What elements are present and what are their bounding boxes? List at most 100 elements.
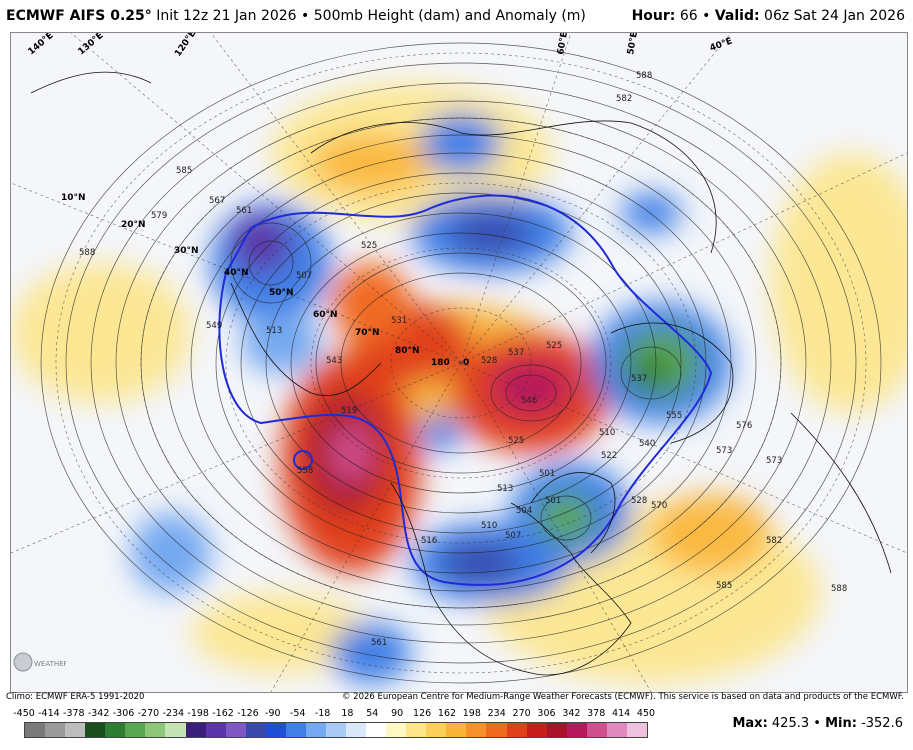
colorbar-tick: 126	[413, 708, 432, 719]
model-name: ECMWF AIFS 0.25	[6, 8, 145, 24]
lat-label: 40°N	[224, 268, 249, 278]
contour-label: 513	[497, 484, 513, 494]
contour-label: 537	[508, 348, 524, 358]
contour-label: 528	[481, 356, 497, 366]
copyright-note: © 2026 European Centre for Medium-Range …	[341, 692, 904, 702]
contour-label: 510	[599, 428, 615, 438]
colorbar-tick: -306	[112, 708, 135, 719]
valid-value: 06z Sat 24 Jan 2026	[764, 8, 905, 24]
lat-label: 30°N	[174, 246, 199, 256]
contour-label: 588	[636, 71, 652, 81]
colorbar-tick-labels: -450 -414 -378 -342 -306 -270 -234 -198 …	[13, 708, 656, 720]
contour-label: 516	[421, 536, 437, 546]
latitude-labels: 10°N 20°N 30°N 40°N 50°N 60°N 70°N 80°N	[61, 193, 420, 356]
init-time: Init 12z 21 Jan 2026	[156, 8, 297, 24]
colorbar-swatch	[426, 723, 447, 737]
colorbar-swatch	[586, 723, 607, 737]
colorbar-swatch	[606, 723, 627, 737]
contour-label: 585	[716, 581, 732, 591]
valid-label: Valid:	[714, 8, 760, 24]
product-name: 500mb Height (dam) and Anomaly (m)	[313, 8, 586, 24]
polar-map[interactable]: 10°N 20°N 30°N 40°N 50°N 60°N 70°N 80°N …	[10, 32, 908, 693]
footer-credits: Climo: ECMWF ERA-5 1991-2020 © 2026 Euro…	[6, 692, 908, 704]
map-title: ECMWF AIFS 0.25° Init 12z 21 Jan 2026 • …	[6, 8, 586, 24]
max-label: Max:	[732, 716, 768, 731]
colorbar-tick: 342	[562, 708, 581, 719]
colorbar-swatch	[346, 723, 367, 737]
map-graphic: 10°N 20°N 30°N 40°N 50°N 60°N 70°N 80°N …	[11, 33, 907, 692]
colorbar-swatch	[125, 723, 146, 737]
highlight-contour	[218, 194, 713, 586]
lat-label: 10°N	[61, 193, 86, 203]
colorbar-swatch	[145, 723, 166, 737]
contour-label: 573	[716, 446, 732, 456]
colorbar-tick: 18	[341, 708, 354, 719]
contour-value-labels: 585 579 588 567 561 549 543 525 513 507 …	[79, 71, 847, 648]
colorbar-tick: 414	[612, 708, 631, 719]
contour-label: 543	[326, 356, 342, 366]
colorbar-tick: -54	[289, 708, 306, 719]
lat-label: 20°N	[121, 220, 146, 230]
coastlines	[30, 71, 892, 676]
contour-label: 588	[79, 248, 95, 258]
colorbar-swatch	[305, 723, 326, 737]
climo-note: Climo: ECMWF ERA-5 1991-2020	[6, 692, 145, 702]
graticule	[11, 33, 907, 692]
colorbar-swatch	[285, 723, 306, 737]
colorbar-swatch	[626, 723, 647, 737]
colorbar-tick: -234	[162, 708, 185, 719]
colorbar-swatch	[165, 723, 186, 737]
colorbar-tick: 378	[587, 708, 606, 719]
colorbar-swatch	[65, 723, 86, 737]
colorbar-tick: 270	[512, 708, 531, 719]
logo-graphic: WEATHERBELL	[13, 652, 86, 672]
lon-label: 0	[463, 358, 469, 368]
contour-label: 501	[545, 496, 561, 506]
contour-label: 510	[481, 521, 497, 531]
colorbar-tick: 234	[487, 708, 506, 719]
colorbar-tick: 198	[462, 708, 481, 719]
contour-label: 501	[539, 469, 555, 479]
contour-label: 573	[766, 456, 782, 466]
contour-label: 576	[736, 421, 752, 431]
contour-label: 522	[601, 451, 617, 461]
max-value: 425.3	[771, 716, 810, 731]
colorbar-swatch	[325, 723, 346, 737]
colorbar-tick: -90	[265, 708, 281, 719]
lat-label: 80°N	[395, 346, 420, 356]
contour-label: 567	[209, 196, 225, 206]
stats-bullet: •	[813, 716, 821, 731]
colorbar-swatch	[566, 723, 587, 737]
colorbar-tick: 54	[366, 708, 379, 719]
colorbar-tick: -378	[63, 708, 85, 719]
colorbar-swatch	[85, 723, 106, 737]
colorbar-tick: -414	[38, 708, 60, 719]
colorbar-swatch	[546, 723, 567, 737]
contour-label: 507	[505, 531, 521, 541]
colorbar-swatch	[105, 723, 126, 737]
colorbar-tick: -342	[87, 708, 110, 719]
hour-value: 66	[679, 8, 698, 24]
colorbar-swatch	[506, 723, 527, 737]
colorbar-swatch	[486, 723, 507, 737]
weatherbell-logo: WEATHERBELL	[12, 646, 86, 680]
anomaly-colorbar: -450 -414 -378 -342 -306 -270 -234 -198 …	[13, 708, 656, 742]
contour-label: 579	[151, 211, 167, 221]
colorbar-tick: -18	[314, 708, 331, 719]
contour-label: 525	[508, 436, 524, 446]
contour-label: 540	[639, 439, 655, 449]
colorbar-swatch	[386, 723, 407, 737]
contour-label: 537	[631, 374, 647, 384]
title-bullet: •	[301, 8, 310, 24]
min-label: Min:	[825, 716, 857, 731]
contour-label: 531	[391, 316, 407, 326]
colorbar-tick: -126	[237, 708, 259, 719]
colorbar-swatch	[406, 723, 427, 737]
colorbar-tick: 306	[537, 708, 556, 719]
contour-label: 585	[176, 166, 192, 176]
contour-label: 582	[616, 94, 632, 104]
min-value: -352.6	[861, 716, 903, 731]
colorbar-tick: -450	[13, 708, 35, 719]
lat-label: 50°N	[269, 288, 294, 298]
header-bar: ECMWF AIFS 0.25° Init 12z 21 Jan 2026 • …	[0, 0, 913, 30]
